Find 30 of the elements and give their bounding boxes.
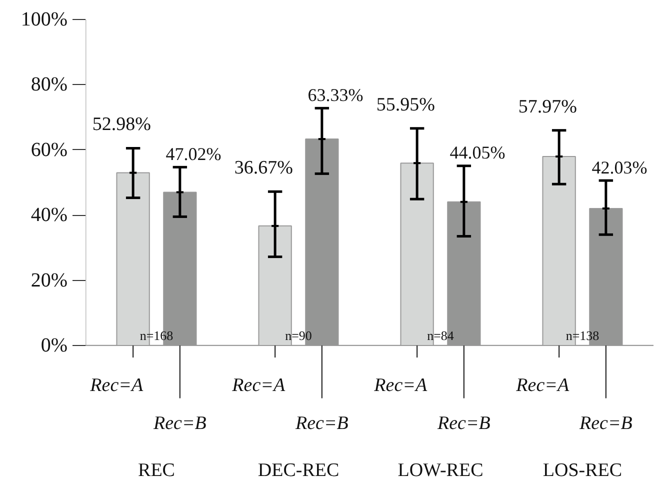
y-tick-label: 20% [30, 269, 68, 292]
data-label: 52.98% [92, 114, 152, 136]
y-tick-label: 80% [30, 74, 68, 96]
annotation: n=168 [140, 328, 174, 343]
text: Rec=A [232, 375, 286, 396]
text: Rec=A [516, 375, 570, 396]
annotation: n=138 [566, 328, 600, 343]
y-tick-label: 40% [30, 204, 68, 226]
series-label: Rec=A [89, 375, 144, 396]
y-tick-label: 60% [30, 138, 68, 161]
data-label: 44.05% [450, 142, 506, 163]
x-tick-label: DEC-REC [258, 460, 340, 481]
text: Rec=B [295, 413, 348, 434]
x-tick-label: LOS-REC [542, 460, 622, 481]
text: Rec=B [152, 413, 207, 434]
text: Rec=A [374, 375, 428, 396]
data-label: 55.95% [376, 94, 436, 116]
data-label: 63.33% [308, 84, 364, 105]
data-label: 47.02% [166, 144, 222, 164]
x-tick-label: REC [138, 460, 175, 481]
text: Rec=B [579, 413, 632, 434]
y-tick-label: 0% [40, 334, 68, 356]
x-tick-label: LOW-REC [398, 460, 484, 481]
data-label: 42.03% [592, 157, 648, 178]
y-tick-label: 100% [20, 8, 68, 31]
data-label: 36.67% [234, 158, 294, 179]
annotation: n=90 [285, 328, 312, 343]
text: Rec=B [437, 413, 490, 434]
annotation: n=84 [427, 328, 454, 343]
data-label: 57.97% [518, 96, 578, 118]
